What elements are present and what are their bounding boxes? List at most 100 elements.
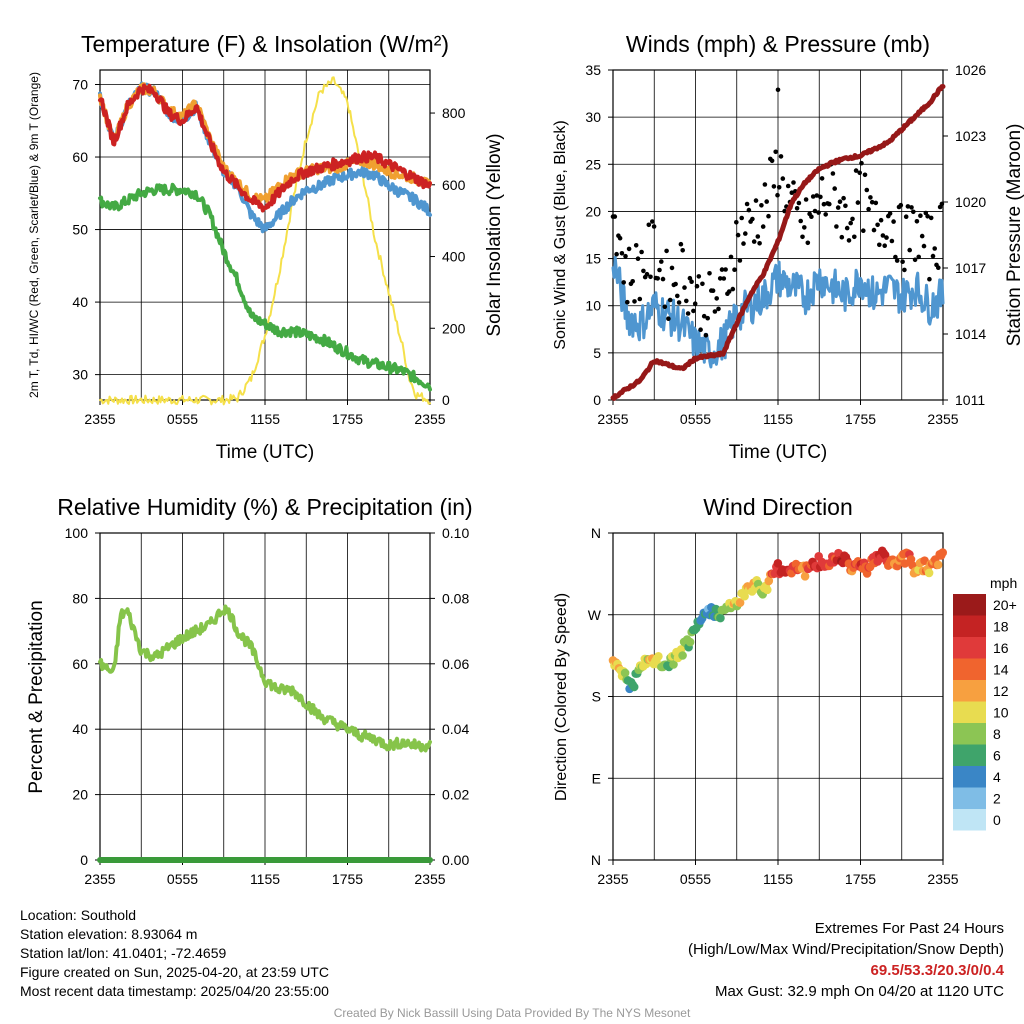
gust-point <box>651 224 657 229</box>
gust-point <box>684 298 689 304</box>
gust-point <box>832 186 837 191</box>
x-tick-label: 1755 <box>845 411 876 427</box>
wind-direction-point <box>773 559 783 568</box>
gust-point <box>646 222 652 228</box>
gust-point <box>694 283 700 289</box>
gust-point <box>732 267 737 273</box>
wind-direction-point <box>763 585 772 595</box>
colorbar-swatch <box>953 615 986 637</box>
colorbar-swatch <box>953 809 986 831</box>
extremes-values: 69.5/53.3/20.3/0/0.4 <box>870 962 1004 979</box>
y-right-tick-label: 0.00 <box>442 852 469 868</box>
colorbar-swatch <box>953 744 986 766</box>
gust-point <box>869 199 875 205</box>
sonic-wind-line <box>611 255 945 369</box>
gust-point <box>621 280 626 285</box>
gust-point <box>843 203 848 209</box>
gust-point <box>750 216 755 222</box>
wind-direction-point <box>716 613 725 623</box>
gust-point <box>785 183 791 189</box>
y-tick-label: 0 <box>80 852 88 868</box>
gust-point <box>841 195 846 201</box>
gust-point <box>664 248 669 254</box>
gust-point <box>759 203 764 208</box>
gust-point <box>909 205 914 210</box>
x-tick-label: 2355 <box>927 871 958 887</box>
y-right-tick-label: 0.08 <box>442 590 469 606</box>
station-info: Location: Southold Station elevation: 8.… <box>20 906 329 1001</box>
gust-point <box>678 241 684 247</box>
gust-point <box>760 224 766 229</box>
y-tick-label: 20 <box>72 787 88 803</box>
colorbar-swatch <box>953 658 986 680</box>
y-axis-label-right: Solar Insolation (Yellow) <box>484 133 505 336</box>
temperature-insolation-panel: Temperature (F) & Insolation (W/m²) 2355 0… <box>27 31 505 463</box>
wind-direction-point <box>800 572 810 581</box>
location-text: Location: Southold <box>20 907 136 923</box>
station-pressure-line <box>610 84 946 401</box>
dewpoint-line <box>98 182 432 392</box>
colorbar-swatch <box>953 637 986 659</box>
gust-point <box>691 308 696 314</box>
gust-point <box>707 271 712 276</box>
colorbar-swatch <box>953 594 986 616</box>
gust-point <box>835 205 841 210</box>
colorbar-label: 8 <box>993 726 1001 742</box>
y-right-tick-label: 400 <box>442 249 466 265</box>
credit-line: Created By Nick Bassill Using Data Provi… <box>333 1006 691 1020</box>
y-axis-label: Direction (Colored By Speed) <box>553 593 570 801</box>
gust-point <box>735 232 741 238</box>
gust-point <box>819 176 825 181</box>
colorbar-label: 2 <box>993 791 1001 807</box>
y-tick-label: 30 <box>585 109 601 125</box>
gust-point <box>900 259 905 265</box>
gust-point <box>721 276 727 281</box>
gust-point <box>821 201 827 207</box>
gust-point <box>823 212 828 217</box>
wind-direction-point <box>933 560 943 570</box>
gust-point <box>936 265 941 271</box>
gust-point <box>891 219 896 224</box>
y-right-tick-label: 800 <box>442 105 466 121</box>
gust-point <box>743 231 748 236</box>
y-right-tick-label: 600 <box>442 177 466 193</box>
gust-point <box>916 254 921 260</box>
colorbar-label: 12 <box>993 683 1009 699</box>
gust-point <box>771 184 777 189</box>
y-tick-label: 50 <box>72 222 88 238</box>
gust-point <box>925 214 930 219</box>
x-tick-label: 1755 <box>845 871 876 887</box>
panel-title: Relative Humidity (%) & Precipitation (i… <box>57 494 472 520</box>
gust-point <box>662 304 668 310</box>
colorbar-swatch <box>953 701 986 723</box>
gust-point <box>818 194 823 200</box>
x-tick-label: 1155 <box>250 411 280 427</box>
gust-point <box>902 267 907 273</box>
gust-point <box>700 281 705 287</box>
y-tick-label: 60 <box>72 149 88 165</box>
gust-point <box>855 200 861 205</box>
gust-point <box>805 240 811 246</box>
colorbar-label: 18 <box>993 619 1009 635</box>
x-tick-label: 0555 <box>167 871 198 887</box>
y-tick-label: E <box>592 770 601 786</box>
wind-direction-point <box>938 548 947 557</box>
gust-point <box>830 171 836 176</box>
gust-point <box>776 185 782 190</box>
gust-point <box>814 193 820 198</box>
colorbar-label: 0 <box>993 812 1001 828</box>
wind-direction-point <box>685 637 695 647</box>
gust-point <box>918 213 923 218</box>
gust-point <box>778 154 784 159</box>
gust-point <box>739 215 744 221</box>
gust-point <box>737 258 743 263</box>
gust-point <box>676 300 682 305</box>
gust-point <box>873 200 879 206</box>
colorbar-label: 16 <box>993 640 1009 656</box>
x-axis-label: Time (UTC) <box>729 442 828 463</box>
gust-point <box>789 190 795 195</box>
humidity-precipitation-panel: Relative Humidity (%) & Precipitation (i… <box>26 494 473 887</box>
extremes-box: Extremes For Past 24 Hours (High/Low/Max… <box>688 918 1004 1002</box>
gust-point <box>757 241 762 246</box>
gust-point <box>741 241 746 246</box>
